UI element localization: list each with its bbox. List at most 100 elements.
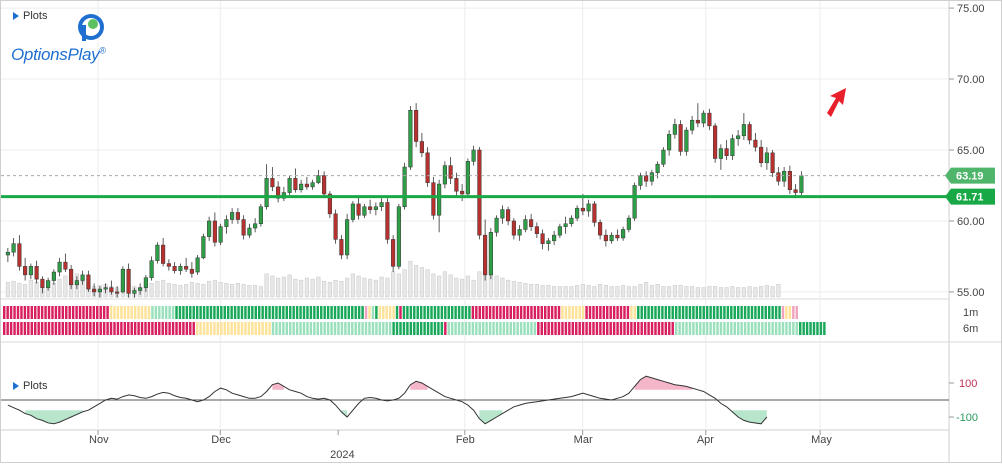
- heatmap-cell: [612, 306, 616, 319]
- heatmap-cell: [375, 306, 378, 319]
- brand-logo: OptionsPlay®: [11, 13, 121, 73]
- heatmap-cell: [716, 322, 719, 335]
- price-tick-label: 55.00: [957, 287, 985, 299]
- volume-bar: [201, 284, 206, 298]
- heatmap-cell: [261, 322, 264, 335]
- volume-bar: [5, 282, 10, 298]
- heatmap-cell: [812, 322, 816, 335]
- heatmap-cell: [144, 322, 147, 335]
- candle-body: [46, 280, 51, 288]
- heatmap-cell: [347, 306, 351, 319]
- heatmap-cell: [668, 322, 671, 335]
- plots-toggle-bottom[interactable]: Plots: [13, 380, 47, 392]
- heatmap-cell: [168, 322, 171, 335]
- heatmap-cell: [757, 306, 761, 319]
- volume-bar: [322, 280, 327, 298]
- heatmap-cell: [433, 306, 437, 319]
- heatmap-cell: [461, 322, 464, 335]
- heatmap-cell: [409, 306, 413, 319]
- heatmap-cell: [313, 322, 316, 335]
- heatmap-cell: [226, 322, 230, 335]
- heatmap-cell: [113, 306, 116, 319]
- heatmap-cell: [602, 322, 606, 335]
- heatmap-cell: [199, 322, 202, 335]
- heatmap-cell: [471, 322, 475, 335]
- heatmap-cell: [419, 322, 423, 335]
- volume-bar: [684, 286, 689, 298]
- chart-grid: [1, 1, 949, 430]
- volume-bar: [11, 280, 16, 298]
- candle-body: [333, 213, 338, 240]
- heatmap-cell: [213, 322, 216, 335]
- heatmap-cell: [199, 306, 202, 319]
- heatmap-cell: [502, 306, 506, 319]
- heatmap-cell: [78, 322, 82, 335]
- heatmap-cell: [251, 322, 254, 335]
- heatmap-cell: [506, 322, 509, 335]
- candle-body: [580, 207, 585, 212]
- brand-name-text: OptionsPlay: [11, 45, 100, 64]
- heatmap-cell: [454, 306, 457, 319]
- heatmap-cell: [185, 306, 189, 319]
- volume-bar: [17, 283, 22, 298]
- candle-body: [799, 175, 804, 193]
- heatmap-cell: [630, 306, 633, 319]
- heatmap-cell: [68, 322, 71, 335]
- heatmap-cell: [254, 322, 257, 335]
- heatmap-cell: [526, 322, 530, 335]
- heatmap-cell: [340, 306, 344, 319]
- heatmap-cell: [712, 322, 716, 335]
- heatmap-cell: [668, 306, 671, 319]
- heatmap-cell: [257, 306, 261, 319]
- heatmap-cell: [771, 322, 774, 335]
- heatmap-cell: [357, 322, 361, 335]
- candle-body: [787, 171, 792, 190]
- heatmap-cell: [75, 306, 78, 319]
- heatmap-cell: [530, 322, 533, 335]
- heatmap-cell: [337, 322, 340, 335]
- heatmap-cell: [533, 322, 537, 335]
- volume-bar: [184, 284, 189, 298]
- heatmap-cell: [51, 322, 54, 335]
- heatmap-cell: [202, 306, 206, 319]
- volume-bar: [396, 273, 401, 298]
- candle-body: [529, 219, 534, 227]
- heatmap-cell: [633, 306, 637, 319]
- candle-body: [270, 178, 275, 188]
- heatmap-cell: [767, 322, 771, 335]
- heatmap-cell: [92, 306, 96, 319]
- volume-bar: [569, 286, 574, 298]
- heatmap-cell: [99, 322, 102, 335]
- heatmap-cell: [654, 306, 657, 319]
- candle-body: [80, 274, 85, 281]
- plots-toggle-top[interactable]: Plots: [13, 10, 47, 22]
- candle-body: [207, 220, 212, 237]
- heatmap-cell: [633, 322, 637, 335]
- candle-body: [477, 149, 482, 236]
- heatmap-cell: [792, 322, 795, 335]
- volume-bar: [281, 276, 286, 298]
- heatmap-cell: [626, 306, 630, 319]
- candle-body: [741, 124, 746, 137]
- heatmap-cell: [406, 322, 409, 335]
- candle-body: [713, 125, 718, 159]
- heatmap-cell: [299, 306, 302, 319]
- heatmap-cell: [757, 322, 761, 335]
- candle-body: [667, 134, 672, 151]
- candle-body: [224, 219, 229, 227]
- heatmap-cell: [523, 306, 526, 319]
- candle-body: [701, 112, 706, 124]
- heatmap-cell: [674, 322, 678, 335]
- heatmap-cell: [509, 322, 512, 335]
- heatmap-cell: [158, 306, 161, 319]
- volume-bar: [241, 284, 246, 298]
- heatmap-cell: [702, 306, 705, 319]
- volume-bar: [580, 284, 585, 298]
- heatmap-cell: [13, 322, 16, 335]
- volume-bar: [563, 286, 568, 298]
- heatmap-cell: [27, 322, 30, 335]
- heatmap-cell: [120, 306, 123, 319]
- heatmap-cell: [16, 306, 20, 319]
- heatmap-cell: [220, 306, 223, 319]
- volume-bar: [678, 285, 683, 298]
